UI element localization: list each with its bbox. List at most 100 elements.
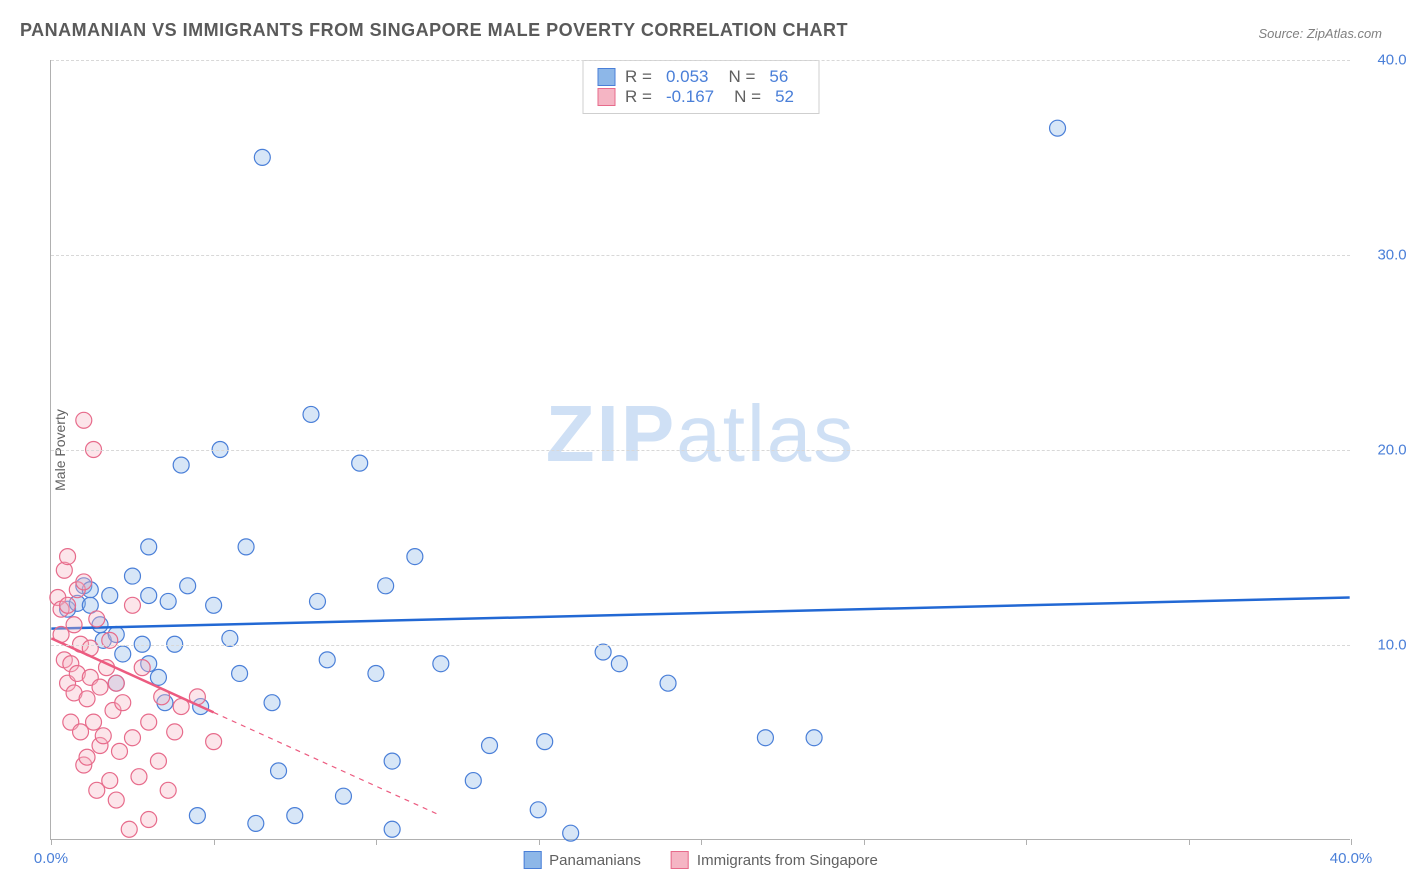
data-point	[189, 808, 205, 824]
data-point	[89, 611, 105, 627]
data-point	[115, 695, 131, 711]
data-point	[95, 728, 111, 744]
data-point	[319, 652, 335, 668]
x-tick	[214, 839, 215, 845]
data-point	[310, 593, 326, 609]
legend-label: Panamanians	[549, 852, 641, 869]
data-point	[563, 825, 579, 841]
data-point	[264, 695, 280, 711]
data-point	[79, 749, 95, 765]
data-point	[160, 593, 176, 609]
n-value: 56	[769, 67, 788, 87]
data-point	[86, 714, 102, 730]
data-point	[124, 568, 140, 584]
n-label: N =	[734, 87, 761, 107]
y-tick-label: 30.0%	[1360, 247, 1406, 264]
data-point	[141, 714, 157, 730]
r-value: -0.167	[666, 87, 714, 107]
data-point	[134, 660, 150, 676]
trend-line-dashed	[214, 712, 441, 815]
data-point	[124, 730, 140, 746]
data-point	[206, 597, 222, 613]
data-point	[173, 457, 189, 473]
data-point	[482, 738, 498, 754]
plot-area: ZIPatlas Male Poverty R =0.053N =56R =-0…	[50, 60, 1350, 840]
series-swatch	[671, 851, 689, 869]
grid-line	[51, 645, 1350, 646]
stats-row: R = 0.053 N = 56	[597, 67, 804, 87]
x-tick	[864, 839, 865, 845]
stats-row: R = -0.167 N = 52	[597, 87, 804, 107]
data-point	[141, 812, 157, 828]
data-point	[180, 578, 196, 594]
n-label: N =	[728, 67, 755, 87]
data-point	[108, 792, 124, 808]
data-point	[407, 549, 423, 565]
y-tick-label: 40.0%	[1360, 52, 1406, 69]
data-point	[1050, 120, 1066, 136]
series-swatch	[597, 68, 615, 86]
legend-item: Immigrants from Singapore	[671, 851, 878, 869]
data-point	[76, 574, 92, 590]
data-point	[271, 763, 287, 779]
data-point	[206, 734, 222, 750]
grid-line	[51, 255, 1350, 256]
data-point	[384, 753, 400, 769]
data-point	[141, 539, 157, 555]
data-point	[660, 675, 676, 691]
r-label: R =	[625, 87, 652, 107]
data-point	[167, 724, 183, 740]
data-point	[378, 578, 394, 594]
data-point	[611, 656, 627, 672]
data-point	[60, 597, 76, 613]
series-legend: Panamanians Immigrants from Singapore	[523, 851, 878, 869]
legend-item: Panamanians	[523, 851, 641, 869]
data-point	[150, 669, 166, 685]
source-attribution: Source: ZipAtlas.com	[1258, 26, 1382, 41]
data-point	[115, 646, 131, 662]
data-point	[806, 730, 822, 746]
data-point	[102, 588, 118, 604]
data-point	[108, 675, 124, 691]
r-label: R =	[625, 67, 652, 87]
series-swatch	[597, 88, 615, 106]
data-point	[368, 665, 384, 681]
data-point	[384, 821, 400, 837]
data-point	[530, 802, 546, 818]
data-point	[112, 743, 128, 759]
x-tick	[376, 839, 377, 845]
y-tick-label: 10.0%	[1360, 637, 1406, 654]
data-point	[222, 630, 238, 646]
x-tick	[701, 839, 702, 845]
data-point	[303, 406, 319, 422]
data-point	[352, 455, 368, 471]
data-point	[335, 788, 351, 804]
data-point	[537, 734, 553, 750]
chart-container: PANAMANIAN VS IMMIGRANTS FROM SINGAPORE …	[0, 0, 1406, 892]
data-point	[121, 821, 137, 837]
data-point	[124, 597, 140, 613]
n-value: 52	[775, 87, 794, 107]
data-point	[141, 588, 157, 604]
stats-legend-box: R = 0.053 N = 56 R = -0.167 N = 52	[582, 60, 819, 114]
data-point	[433, 656, 449, 672]
grid-line	[51, 450, 1350, 451]
data-point	[757, 730, 773, 746]
data-point	[248, 815, 264, 831]
data-point	[76, 412, 92, 428]
data-point	[92, 679, 108, 695]
r-value: 0.053	[666, 67, 709, 87]
chart-title: PANAMANIAN VS IMMIGRANTS FROM SINGAPORE …	[20, 20, 848, 41]
data-point	[287, 808, 303, 824]
y-tick-label: 20.0%	[1360, 442, 1406, 459]
grid-line	[51, 60, 1350, 61]
data-point	[232, 665, 248, 681]
x-tick-label: 40.0%	[1330, 850, 1373, 867]
series-swatch	[523, 851, 541, 869]
data-point	[254, 149, 270, 165]
data-point	[465, 773, 481, 789]
data-point	[79, 691, 95, 707]
x-tick	[539, 839, 540, 845]
data-point	[131, 769, 147, 785]
data-point	[102, 773, 118, 789]
